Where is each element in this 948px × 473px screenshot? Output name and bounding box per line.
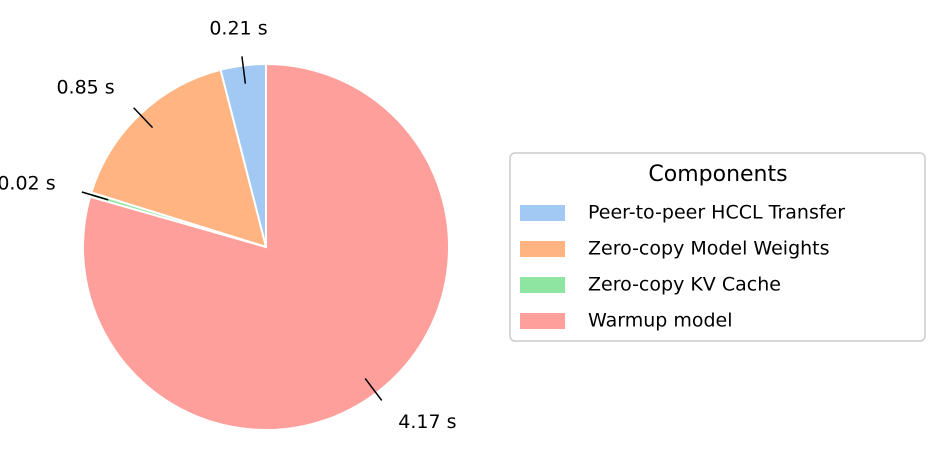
label-leader <box>241 56 247 84</box>
legend-title: Components <box>648 162 787 187</box>
legend-swatch <box>520 241 565 257</box>
legend-swatch <box>520 205 565 221</box>
label-leader <box>81 191 109 201</box>
value-label: 4.17 s <box>398 411 456 433</box>
legend-swatch <box>520 313 565 329</box>
legend-swatch <box>520 277 565 293</box>
value-label: 0.85 s <box>56 76 114 98</box>
legend-label: Peer-to-peer HCCL Transfer <box>588 202 845 224</box>
value-label: 0.02 s <box>0 173 56 195</box>
legend-label: Zero-copy KV Cache <box>588 274 781 296</box>
value-label: 0.21 s <box>209 18 267 40</box>
legend-label: Warmup model <box>588 310 733 332</box>
label-leader <box>133 107 154 129</box>
legend-label: Zero-copy Model Weights <box>588 238 830 260</box>
legend-box <box>509 152 926 342</box>
label-leader <box>364 378 383 401</box>
